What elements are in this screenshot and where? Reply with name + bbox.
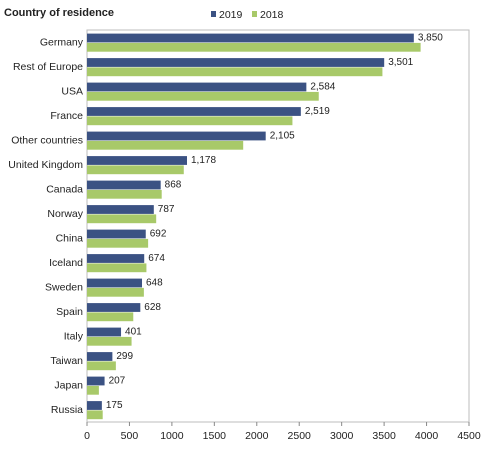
legend: 2019 2018 [211,9,284,21]
legend-label-2018: 2018 [260,9,284,21]
bar-2018-germany [87,42,421,52]
data-label-france: 2,519 [305,106,330,117]
category-label-spain: Spain [56,306,83,318]
category-label-usa: USA [61,85,83,97]
bar-2018-japan [87,385,99,395]
data-label-germany: 3,850 [418,33,443,44]
bar-2018-iceland [87,263,147,273]
data-label-spain: 628 [144,302,161,313]
x-tick-label-2500: 2500 [288,430,312,442]
bar-2018-taiwan [87,361,116,371]
data-label-russia: 175 [106,400,123,411]
data-label-taiwan: 299 [116,351,133,362]
category-label-canada: Canada [46,183,83,195]
x-tick-label-3500: 3500 [372,430,396,442]
category-label-italy: Italy [64,330,84,342]
bar-2018-rest-of-europe [87,67,383,77]
category-label-united-kingdom: United Kingdom [8,159,83,171]
bar-2018-spain [87,312,134,322]
bar-2019-united-kingdom [87,156,187,165]
bar-2019-italy [87,327,122,337]
category-label-france: France [50,110,83,122]
x-tick-label-1500: 1500 [203,430,227,442]
bar-2018-italy [87,336,132,346]
category-label-japan: Japan [54,379,83,391]
bar-2019-russia [87,401,102,410]
bars-group [87,33,421,420]
bar-2019-germany [87,33,414,43]
data-label-norway: 787 [158,204,175,215]
bar-2018-norway [87,214,157,224]
data-label-china: 692 [150,229,167,240]
bar-2019-china [87,229,146,239]
bar-2018-usa [87,91,319,101]
bar-2019-usa [87,82,307,92]
bar-2018-canada [87,189,162,199]
x-tick-label-0: 0 [84,430,90,442]
x-axis-ticks-group: 0 500 1000 1500 2000 2500 3000 3500 4000 4500 [84,422,481,442]
category-label-norway: Norway [47,208,83,220]
bar-2019-france [87,107,301,116]
x-tick-label-4000: 4000 [415,430,439,442]
bar-2019-taiwan [87,352,113,361]
bar-2019-other-countries [87,131,266,141]
chart-title: Country of residence [4,7,114,19]
x-tick-label-500: 500 [121,430,139,442]
x-tick-label-2000: 2000 [245,430,269,442]
legend-label-2019: 2019 [219,9,243,21]
bar-2018-russia [87,410,103,420]
legend-swatch-2019 [211,11,216,17]
plot-area-frame [86,29,470,423]
category-label-germany: Germany [40,36,84,48]
category-label-other-countries: Other countries [11,134,83,146]
data-label-united-kingdom: 1,178 [191,155,216,166]
bar-2018-other-countries [87,140,244,150]
data-label-usa: 2,584 [310,82,335,93]
bar-2019-norway [87,205,154,214]
data-label-italy: 401 [125,327,142,338]
bar-2019-rest-of-europe [87,58,385,67]
bar-2018-sweden [87,287,144,297]
data-labels-group: 3,850 3,501 2,584 2,519 2,105 1,178 868 787 692 6… [106,33,443,412]
bar-2018-united-kingdom [87,165,184,175]
x-tick-label-4500: 4500 [457,430,481,442]
data-label-japan: 207 [109,376,126,387]
bar-2019-iceland [87,254,145,263]
data-label-canada: 868 [165,180,182,191]
bar-2019-canada [87,180,161,190]
bar-2018-china [87,238,149,248]
category-label-taiwan: Taiwan [50,355,83,367]
category-label-iceland: Iceland [49,257,83,269]
x-tick-label-3000: 3000 [330,430,354,442]
category-label-sweden: Sweden [45,281,83,293]
bar-2019-spain [87,303,141,312]
legend-swatch-2018 [252,11,257,17]
data-label-iceland: 674 [148,253,165,264]
category-label-russia: Russia [51,404,83,416]
bar-2019-sweden [87,278,143,288]
data-label-sweden: 648 [146,278,163,289]
data-label-other-countries: 2,105 [270,131,295,142]
category-label-china: China [56,232,84,244]
bar-2019-japan [87,376,105,386]
bar-2018-france [87,116,293,126]
category-labels-group: Germany Rest of Europe USA France Other coun… [8,36,84,416]
x-tick-label-1000: 1000 [160,430,184,442]
data-label-rest-of-europe: 3,501 [388,57,413,68]
category-label-rest-of-europe: Rest of Europe [13,61,83,73]
